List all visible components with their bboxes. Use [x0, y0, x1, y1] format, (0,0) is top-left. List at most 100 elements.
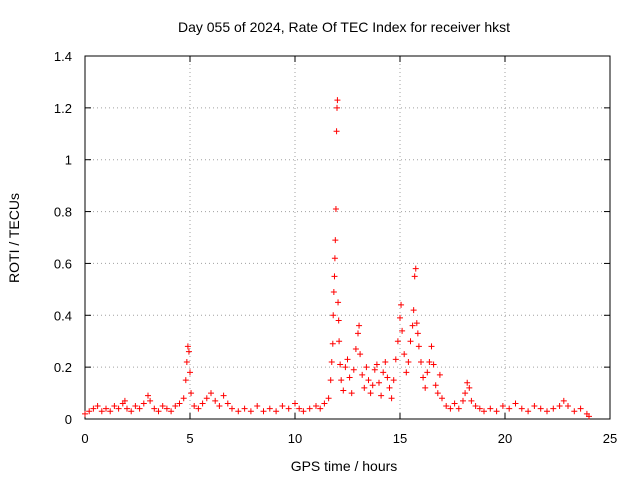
- data-point: [434, 390, 441, 397]
- data-point: [111, 403, 118, 410]
- data-point: [420, 374, 427, 381]
- data-point: [413, 320, 420, 327]
- data-point: [208, 390, 214, 397]
- data-point: [195, 405, 202, 412]
- data-point: [191, 403, 198, 410]
- data-point: [376, 379, 382, 386]
- data-point: [334, 104, 340, 111]
- data-point: [317, 405, 324, 412]
- data-point: [378, 392, 385, 399]
- data-point: [335, 299, 342, 306]
- data-point: [424, 369, 431, 376]
- data-point: [462, 390, 469, 397]
- data-point: [359, 371, 366, 378]
- plot-frame: [84, 55, 611, 420]
- data-point: [183, 358, 190, 365]
- data-point: [216, 403, 223, 410]
- data-point: [531, 403, 538, 410]
- data-point: [199, 400, 206, 407]
- data-point: [136, 405, 143, 412]
- data-point: [247, 408, 254, 415]
- data-point: [586, 413, 592, 420]
- data-point: [176, 400, 183, 407]
- data-point: [455, 405, 462, 412]
- data-point: [348, 390, 355, 397]
- data-point: [229, 405, 235, 412]
- data-point: [313, 403, 319, 410]
- x-tick-label: 20: [498, 431, 512, 446]
- x-tick-label: 25: [603, 431, 617, 446]
- data-point: [464, 379, 471, 386]
- data-point: [397, 314, 403, 321]
- data-point: [399, 327, 406, 334]
- data-point: [380, 369, 387, 376]
- data-point: [365, 377, 372, 384]
- data-point: [367, 390, 374, 397]
- data-point: [506, 405, 513, 412]
- data-point: [430, 361, 437, 368]
- data-point: [447, 405, 454, 412]
- data-point: [140, 400, 147, 407]
- data-point: [403, 369, 410, 376]
- data-point: [336, 338, 343, 345]
- data-point: [328, 358, 335, 365]
- data-point: [356, 322, 363, 329]
- data-point: [334, 97, 341, 104]
- data-point: [185, 348, 192, 355]
- data-point: [394, 338, 401, 345]
- data-point: [124, 405, 130, 412]
- data-point: [103, 405, 109, 412]
- data-point: [333, 128, 340, 135]
- x-tick-label: 15: [393, 431, 407, 446]
- data-point: [82, 410, 88, 417]
- data-point: [332, 205, 339, 212]
- data-point: [371, 366, 378, 373]
- data-point: [352, 345, 359, 352]
- data-point: [361, 384, 368, 391]
- data-point: [188, 390, 195, 397]
- data-point: [330, 288, 337, 295]
- data-point: [335, 317, 342, 324]
- data-point: [163, 405, 170, 412]
- data-point: [518, 405, 525, 412]
- data-point: [392, 356, 399, 363]
- data-point: [468, 397, 475, 404]
- chart-title: Day 055 of 2024, Rate Of TEC Index for r…: [178, 19, 510, 35]
- data-point: [493, 408, 500, 415]
- data-point: [443, 403, 450, 410]
- points-layer: [82, 97, 592, 420]
- data-point: [487, 405, 494, 412]
- data-point: [466, 384, 473, 391]
- data-point: [331, 255, 338, 262]
- data-point: [565, 403, 571, 410]
- data-point: [184, 343, 191, 350]
- data-point: [107, 408, 114, 415]
- data-point: [325, 395, 332, 402]
- y-tick-label: 0.2: [54, 360, 72, 375]
- data-point: [428, 343, 435, 350]
- data-point: [296, 405, 303, 412]
- x-tick-label: 10: [288, 431, 302, 446]
- x-tick-label: 0: [81, 431, 88, 446]
- data-point: [300, 408, 307, 415]
- data-point: [363, 364, 370, 371]
- data-point: [432, 382, 439, 389]
- data-point: [384, 374, 391, 381]
- data-point: [407, 338, 414, 345]
- data-point: [556, 403, 563, 410]
- data-point: [355, 330, 361, 337]
- data-point: [340, 387, 347, 394]
- data-point: [550, 405, 557, 412]
- data-point: [525, 408, 532, 415]
- data-point: [357, 351, 364, 358]
- y-tick-label: 1.4: [54, 49, 72, 64]
- data-point: [182, 377, 189, 384]
- data-point: [98, 408, 105, 415]
- data-point: [147, 397, 154, 404]
- data-point: [499, 403, 506, 410]
- data-point: [212, 397, 219, 404]
- data-point: [411, 273, 418, 280]
- data-point: [409, 322, 416, 329]
- data-point: [422, 384, 429, 391]
- data-point: [373, 361, 380, 368]
